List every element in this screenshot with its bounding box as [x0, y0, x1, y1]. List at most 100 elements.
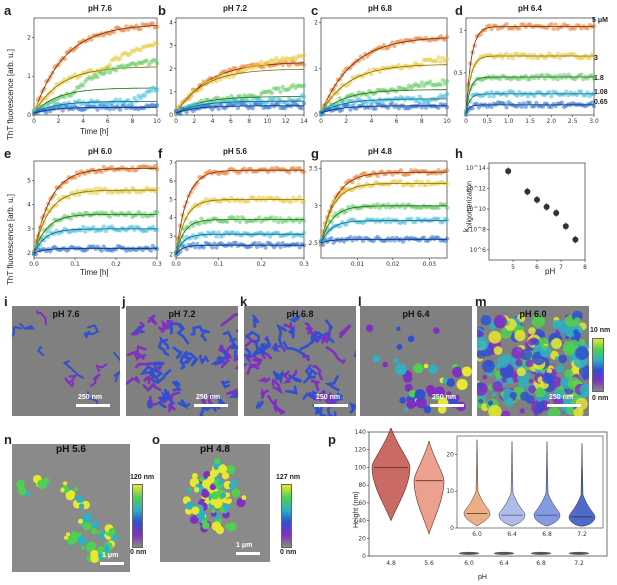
- data-point-108: [409, 216, 414, 222]
- aggregate: [404, 407, 409, 412]
- y-tick-label: 2: [169, 66, 173, 73]
- aggregate: [574, 331, 582, 339]
- k-symbol: k: [462, 228, 471, 232]
- fibril: [339, 324, 352, 338]
- aggregate: [477, 350, 486, 359]
- fibril: [260, 387, 269, 399]
- data-point-5M: [301, 62, 307, 67]
- data-point-065: [348, 235, 353, 240]
- violin-6-0: [459, 551, 479, 555]
- fibril: [273, 399, 286, 414]
- data-point-108: [154, 87, 160, 92]
- scale-text-i: 250 nm: [78, 394, 103, 401]
- data-point-5M: [517, 26, 522, 31]
- aggregate: [406, 399, 416, 409]
- data-point-5M: [549, 21, 554, 27]
- data-point-18: [154, 61, 160, 66]
- aggregate: [456, 378, 468, 391]
- data-point-065: [444, 236, 450, 241]
- aggregate: [528, 385, 536, 393]
- inset-violin-6-8: [533, 441, 561, 527]
- x-tick-label: 0: [32, 118, 36, 125]
- data-point-3: [54, 203, 59, 208]
- fit-line-108: [320, 98, 447, 114]
- aggregate: [67, 490, 74, 497]
- data-point-3: [297, 194, 302, 200]
- x-tick-label: 2: [192, 118, 196, 125]
- fibril: [164, 391, 176, 405]
- data-point-065: [299, 105, 305, 111]
- data-point-108: [37, 242, 43, 247]
- data-point-3: [434, 58, 439, 64]
- data-point-108: [444, 91, 450, 97]
- colorbar-m-top: 10 nm: [590, 327, 611, 334]
- data-point-065: [233, 101, 238, 106]
- aggregate: [487, 400, 494, 406]
- data-point-065: [117, 107, 123, 112]
- aggregate: [16, 479, 25, 489]
- data-point-3: [128, 189, 133, 195]
- aggregate: [214, 458, 221, 465]
- h-xlabel: pH: [545, 267, 556, 276]
- data-point-108: [83, 229, 88, 234]
- fibril: [282, 369, 298, 384]
- fibril: [182, 352, 199, 367]
- data-point-065: [386, 105, 391, 110]
- fibril: [198, 354, 209, 365]
- data-point-5M: [375, 173, 380, 178]
- aggregate: [227, 498, 232, 504]
- y-tick-label: 0: [362, 553, 366, 560]
- aggregate: [554, 356, 560, 361]
- fibril: [288, 374, 303, 383]
- title-a: pH 7.6: [87, 4, 112, 13]
- aggregate: [578, 364, 589, 379]
- data-point-065: [329, 236, 334, 241]
- fibril: [135, 344, 147, 360]
- fibril: [131, 321, 146, 336]
- data-point-18: [144, 58, 149, 64]
- aggregate: [86, 541, 97, 551]
- xlabel-top: Time [h]: [80, 127, 109, 136]
- title-f: pH 5.6: [222, 147, 247, 156]
- aggregate: [535, 401, 546, 412]
- fibril: [325, 346, 346, 365]
- data-point-065: [278, 244, 283, 250]
- aggregate: [62, 481, 68, 486]
- data-point-108: [216, 230, 221, 235]
- data-point-108: [323, 235, 328, 240]
- data-point-108: [301, 94, 307, 100]
- afm-image-m: pH 6.0 250 nm: [477, 306, 589, 416]
- panel-label-c: c: [311, 3, 319, 18]
- aggregate: [500, 410, 511, 416]
- violin-7-2: [569, 551, 589, 555]
- data-point-065: [373, 106, 378, 111]
- aggregate: [64, 535, 69, 540]
- x-tick-label: 0.1: [70, 261, 80, 268]
- aggregate: [218, 464, 228, 474]
- fibril: [159, 335, 170, 350]
- data-point-065: [263, 245, 268, 250]
- fibril: [218, 343, 232, 356]
- x-tick-label: 0.0: [29, 261, 39, 268]
- aggregate: [493, 314, 507, 329]
- fibril: [285, 385, 298, 395]
- y-tick-label: 1: [459, 28, 463, 35]
- data-point-065: [463, 112, 469, 117]
- fibril: [255, 400, 264, 410]
- x-tick-label: 0.03: [423, 261, 437, 268]
- violin-4-8: [371, 428, 411, 522]
- fibril: [310, 331, 325, 343]
- scale-bar-j: [194, 404, 228, 407]
- data-point-18: [278, 89, 283, 94]
- aggregate: [413, 363, 424, 374]
- data-point-18: [107, 214, 113, 219]
- fit-line-065: [33, 106, 158, 114]
- fibril: [126, 376, 141, 385]
- fibril: [83, 330, 91, 340]
- aggregate: [71, 531, 79, 539]
- data-point-065: [214, 245, 219, 250]
- plot-frame: [488, 162, 586, 261]
- fibril: [200, 329, 210, 342]
- aggregate: [222, 472, 230, 480]
- x-tick-label: 3.0: [589, 118, 599, 125]
